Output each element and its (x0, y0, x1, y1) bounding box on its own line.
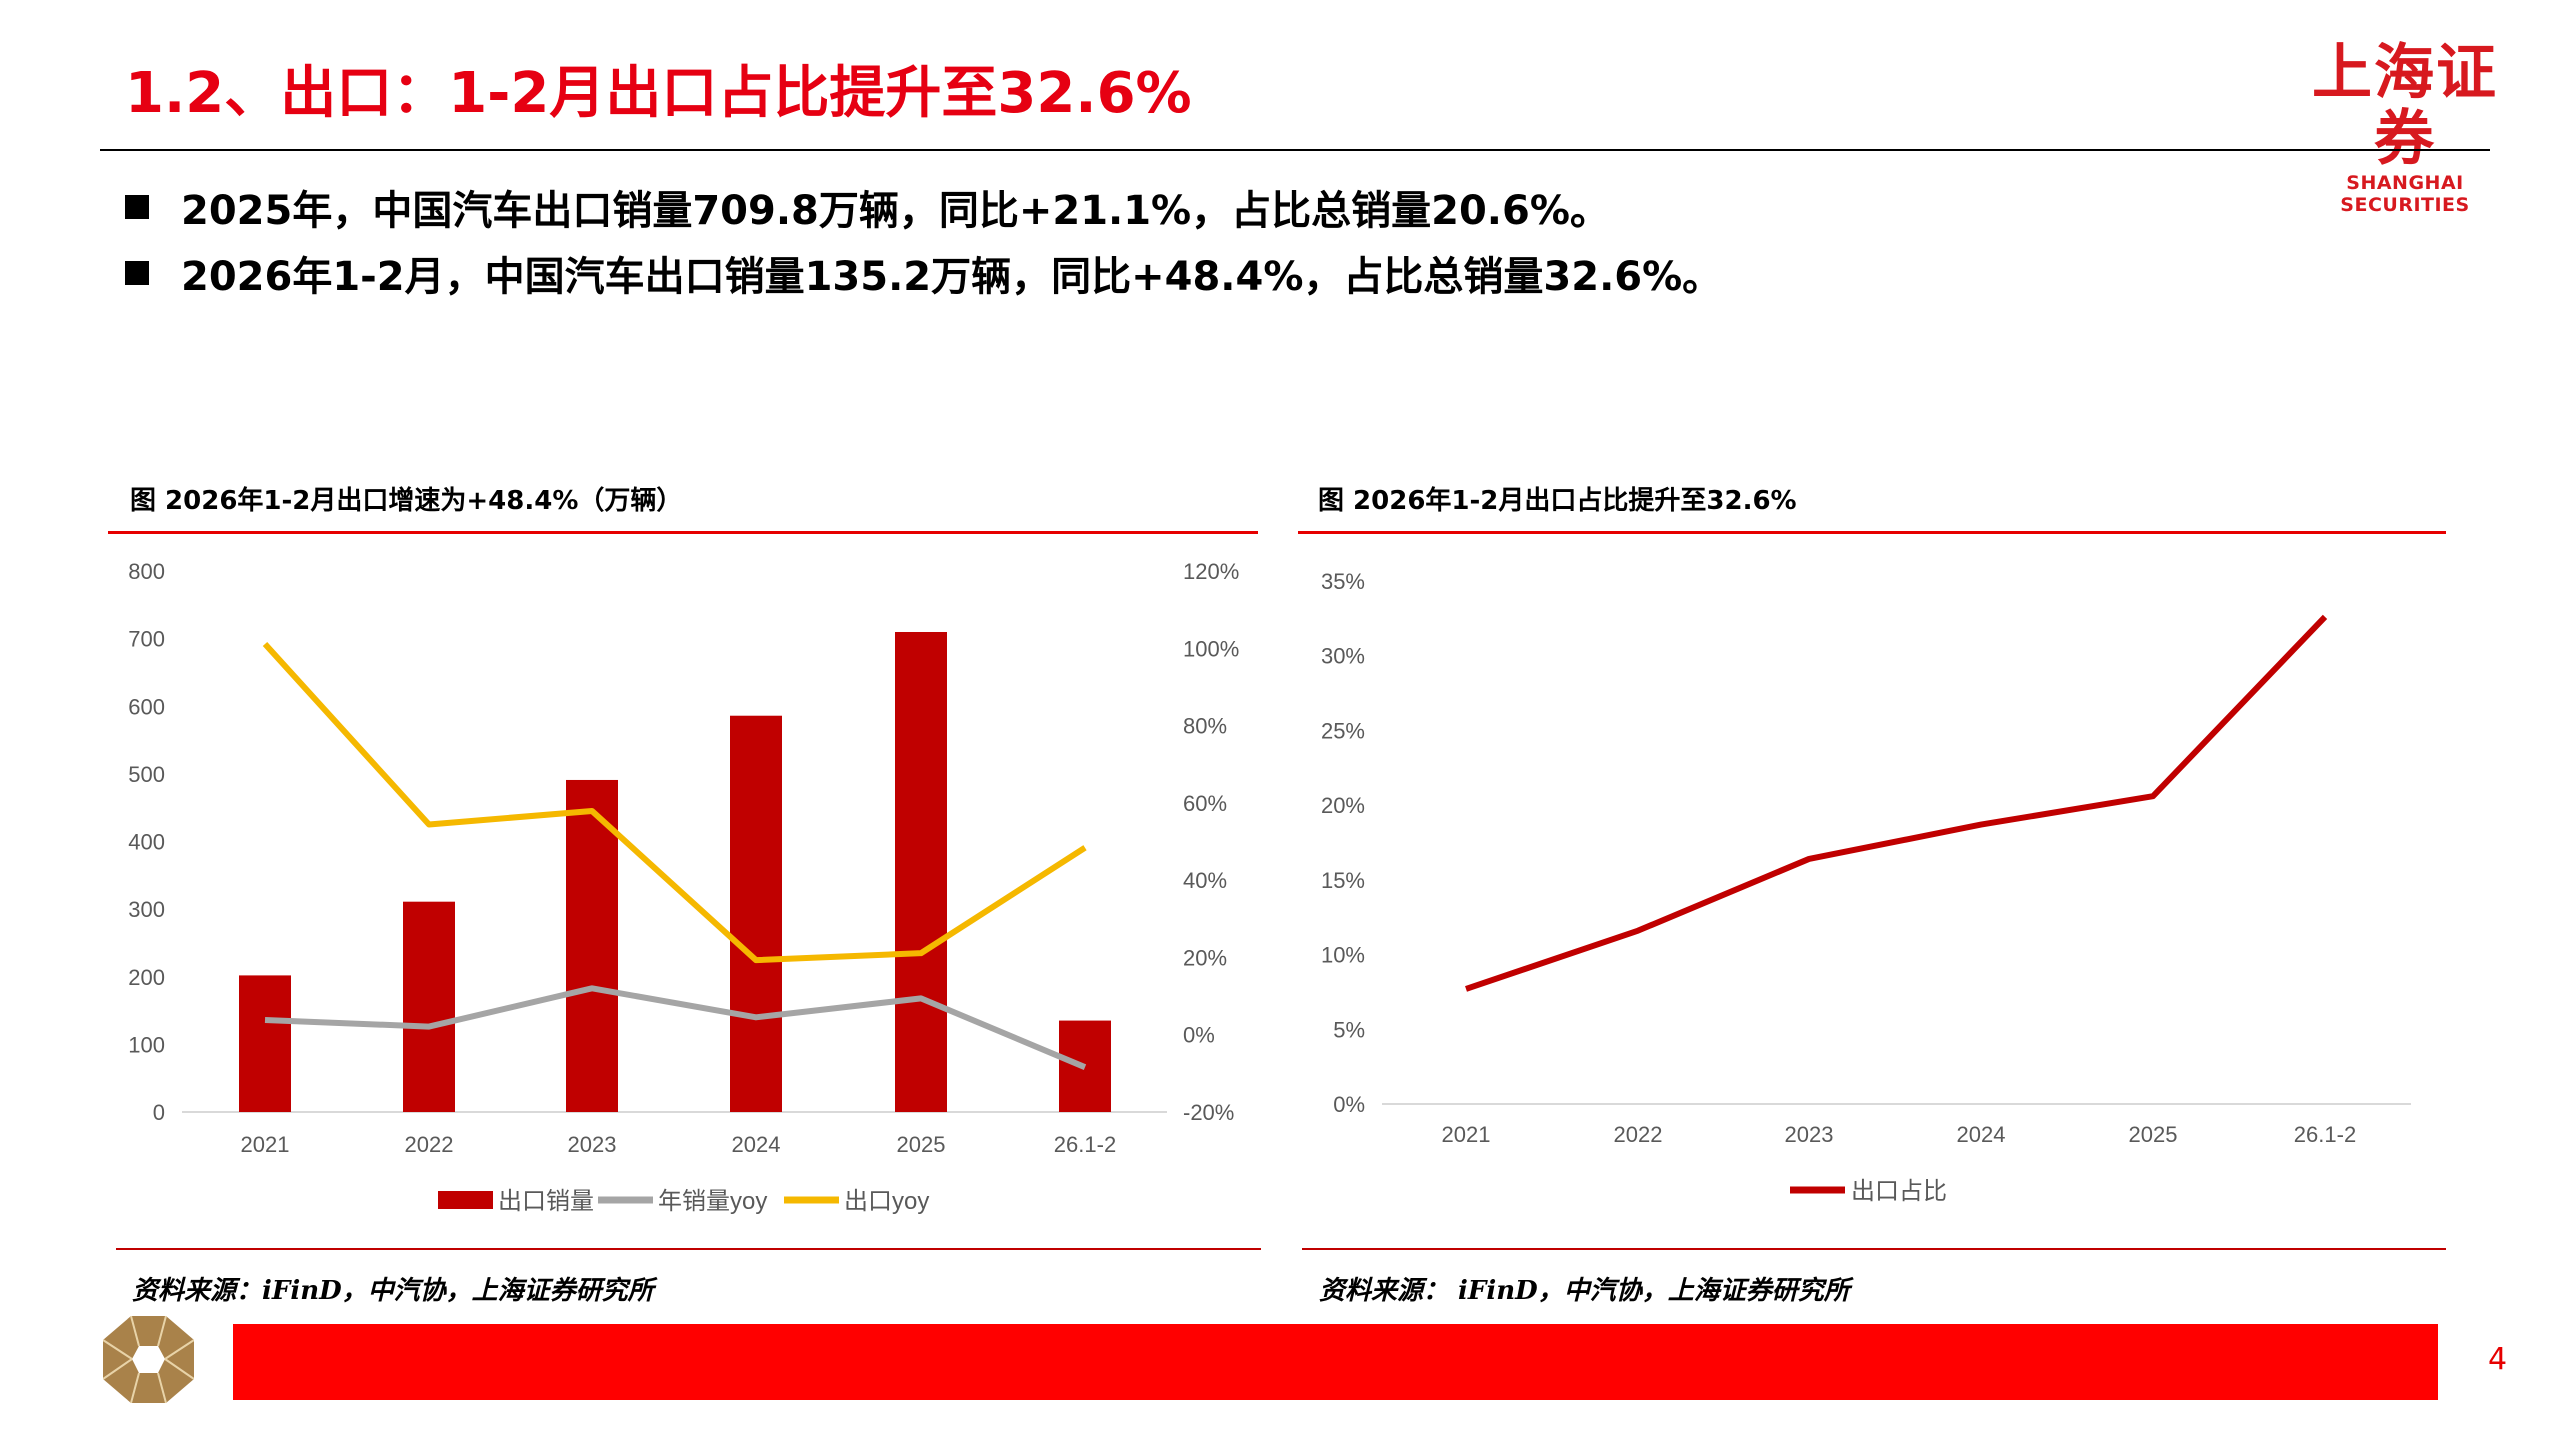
x-tick-label: 2023 (568, 1132, 617, 1157)
right-chart-source: 资料来源： iFinD，中汽协，上海证券研究所 (1319, 1276, 1850, 1306)
slide-title: 1.2、出口：1-2月出口占比提升至32.6% (125, 61, 1192, 126)
line-total-sales-yoy (264, 985, 1087, 1070)
left-y-tick-label: 500 (128, 762, 165, 787)
x-tick-label: 2022 (1614, 1122, 1663, 1147)
legend-label: 出口销量 (498, 1188, 594, 1215)
bullet-text: 2026年1-2月，中国汽车出口销量135.2万辆，同比+48.4%，占比总销量… (181, 254, 1723, 300)
legend-label: 年销量yoy (658, 1188, 767, 1215)
bar-export-volume (730, 715, 782, 1112)
square-bullet-icon (125, 261, 149, 285)
footer-red-bar (233, 1324, 2438, 1400)
left-chart-bottom-rule (116, 1248, 1261, 1250)
page-number: 4 (2488, 1342, 2508, 1377)
y-tick-label: 30% (1321, 644, 1365, 669)
left-y-tick-label: 600 (128, 694, 165, 719)
right-y-tick-label: 0% (1183, 1023, 1215, 1048)
left-y-tick-label: 400 (128, 830, 165, 855)
right-y-tick-label: 40% (1183, 868, 1227, 893)
footer-logo-icon (103, 1316, 194, 1403)
right-y-tick-label: 100% (1183, 636, 1239, 661)
x-tick-label: 2021 (1442, 1122, 1491, 1147)
x-tick-label: 2025 (2129, 1122, 2178, 1147)
x-tick-label: 2024 (1957, 1122, 2006, 1147)
y-tick-label: 0% (1333, 1092, 1365, 1117)
x-tick-label: 2023 (1785, 1122, 1834, 1147)
header-divider (100, 149, 2490, 151)
left-y-tick-label: 100 (128, 1032, 165, 1057)
right-y-tick-label: 80% (1183, 714, 1227, 739)
left-chart-top-rule (108, 531, 1258, 534)
x-tick-label: 26.1-2 (2294, 1122, 2356, 1147)
shanghai-securities-logo: 上海证券 SHANGHAI SECURITIES (2290, 40, 2520, 216)
right-y-tick-label: 20% (1183, 945, 1227, 970)
left-chart-title: 图 2026年1-2月出口增速为+48.4%（万辆） (130, 486, 683, 516)
bullet-item: 2025年，中国汽车出口销量709.8万辆，同比+21.1%，占比总销量20.6… (125, 178, 1610, 236)
bar-export-volume (239, 975, 291, 1112)
right-chart-top-rule (1298, 531, 2446, 534)
left-chart-source: 资料来源：iFinD，中汽协，上海证券研究所 (132, 1276, 654, 1306)
square-bullet-icon (125, 195, 149, 219)
left-y-tick-label: 200 (128, 965, 165, 990)
left-y-tick-label: 700 (128, 627, 165, 652)
x-tick-label: 2024 (732, 1132, 781, 1157)
right-chart-bottom-rule (1302, 1248, 2446, 1250)
right-y-tick-label: 120% (1183, 559, 1239, 584)
logo-en: SHANGHAI SECURITIES (2340, 172, 2470, 216)
bar-export-volume (566, 779, 618, 1112)
bar-export-volume (403, 901, 455, 1112)
right-y-tick-label: -20% (1183, 1100, 1234, 1125)
right-y-tick-label: 60% (1183, 791, 1227, 816)
legend-label: 出口占比 (1851, 1178, 1947, 1205)
left-y-tick-label: 300 (128, 897, 165, 922)
line-export-yoy (262, 642, 1087, 964)
logo-cn: 上海证券 (2312, 38, 2498, 174)
bullet-text: 2025年，中国汽车出口销量709.8万辆，同比+21.1%，占比总销量20.6… (181, 188, 1610, 234)
x-tick-label: 2022 (405, 1132, 454, 1157)
legend-swatch-bar (438, 1191, 493, 1209)
left-y-tick-label: 0 (153, 1100, 165, 1125)
legend-label: 出口yoy (844, 1188, 929, 1215)
y-tick-label: 20% (1321, 793, 1365, 818)
line-export-share (1465, 614, 2328, 992)
right-chart-title: 图 2026年1-2月出口占比提升至32.6% (1318, 486, 1797, 516)
x-tick-label: 26.1-2 (1054, 1132, 1116, 1157)
y-tick-label: 5% (1333, 1017, 1365, 1042)
bar-export-volume (895, 631, 947, 1112)
left-y-tick-label: 800 (128, 559, 165, 584)
y-tick-label: 10% (1321, 943, 1365, 968)
x-tick-label: 2021 (241, 1132, 290, 1157)
bullet-item: 2026年1-2月，中国汽车出口销量135.2万辆，同比+48.4%，占比总销量… (125, 244, 1722, 302)
x-tick-label: 2025 (897, 1132, 946, 1157)
y-tick-label: 25% (1321, 718, 1365, 743)
y-tick-label: 35% (1321, 569, 1365, 594)
y-tick-label: 15% (1321, 868, 1365, 893)
